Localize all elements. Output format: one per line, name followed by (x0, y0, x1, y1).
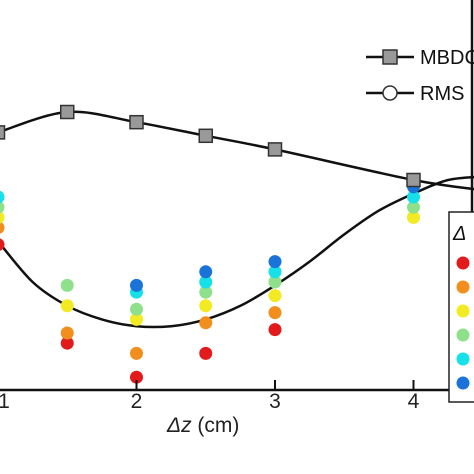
scatter-point (268, 275, 282, 289)
scatter-point (268, 306, 282, 320)
scatter-point (130, 278, 143, 292)
legend-mbdc-label: MBDC (420, 47, 474, 69)
scatter-point (407, 190, 420, 204)
color-legend-dot (456, 376, 470, 390)
color-legend-dots (456, 256, 470, 390)
scatter-point (268, 289, 282, 303)
scatter-point (130, 346, 143, 360)
x-tick-label: 3 (269, 390, 281, 413)
scatter-points (0, 180, 420, 384)
scatter-point (0, 221, 5, 234)
scatter-point (199, 265, 213, 279)
mbdc-marker (129, 114, 144, 130)
scatter-point (60, 278, 74, 292)
scatter-point (268, 323, 282, 337)
color-legend-dot (456, 328, 470, 342)
legend-rms-marker (382, 85, 398, 101)
x-tick-label: 1 (0, 390, 10, 413)
mbdc-line (0, 110, 474, 191)
color-legend-dot (456, 304, 470, 318)
x-tick-label: 2 (131, 390, 143, 413)
scatter-point (199, 275, 213, 289)
x-axis-title: Δz (cm) (166, 414, 239, 437)
scatter-point (407, 200, 420, 214)
scatter-point (0, 201, 5, 214)
mbdc-markers (0, 104, 421, 188)
rms-curve-path (0, 175, 474, 329)
mbdc-marker (267, 142, 283, 157)
series-legend: MBDC RMS (366, 47, 474, 105)
legend-rms-label: RMS (420, 83, 464, 105)
scatter-point (0, 238, 5, 251)
scatter-point (268, 265, 282, 279)
scatter-point (407, 210, 420, 224)
scatter-point (60, 336, 74, 350)
scatter-point (0, 190, 5, 204)
legend-mbdc-marker (382, 49, 398, 65)
x-axis-ticks: 1 2 3 4 (0, 380, 420, 413)
x-axis-symbol: Δz (166, 414, 192, 437)
x-axis-unit: (cm) (192, 414, 240, 437)
scatter-point (60, 299, 74, 313)
scatter-point (130, 370, 143, 384)
scatter-point (199, 299, 213, 313)
plot-frame (0, 0, 474, 392)
rms-curve (0, 175, 474, 329)
mbdc-marker (406, 172, 421, 188)
color-legend: Δ (448, 211, 474, 403)
scatter-point (268, 255, 282, 269)
scatter-point (199, 316, 213, 330)
color-legend-dot (456, 256, 470, 270)
scatter-point (199, 346, 213, 360)
scatter-point (130, 302, 143, 316)
color-legend-title: Δ (452, 223, 466, 245)
mbdc-line-path (0, 110, 474, 191)
scatter-point (60, 326, 74, 340)
scatter-point (0, 211, 5, 224)
color-legend-dot (456, 352, 470, 366)
scatter-point (199, 285, 213, 299)
mbdc-marker (198, 128, 213, 144)
mbdc-marker (0, 125, 6, 140)
color-legend-dot (456, 280, 470, 294)
x-tick-label: 4 (408, 390, 420, 413)
scatter-point (130, 312, 143, 326)
mbdc-marker (60, 104, 75, 120)
